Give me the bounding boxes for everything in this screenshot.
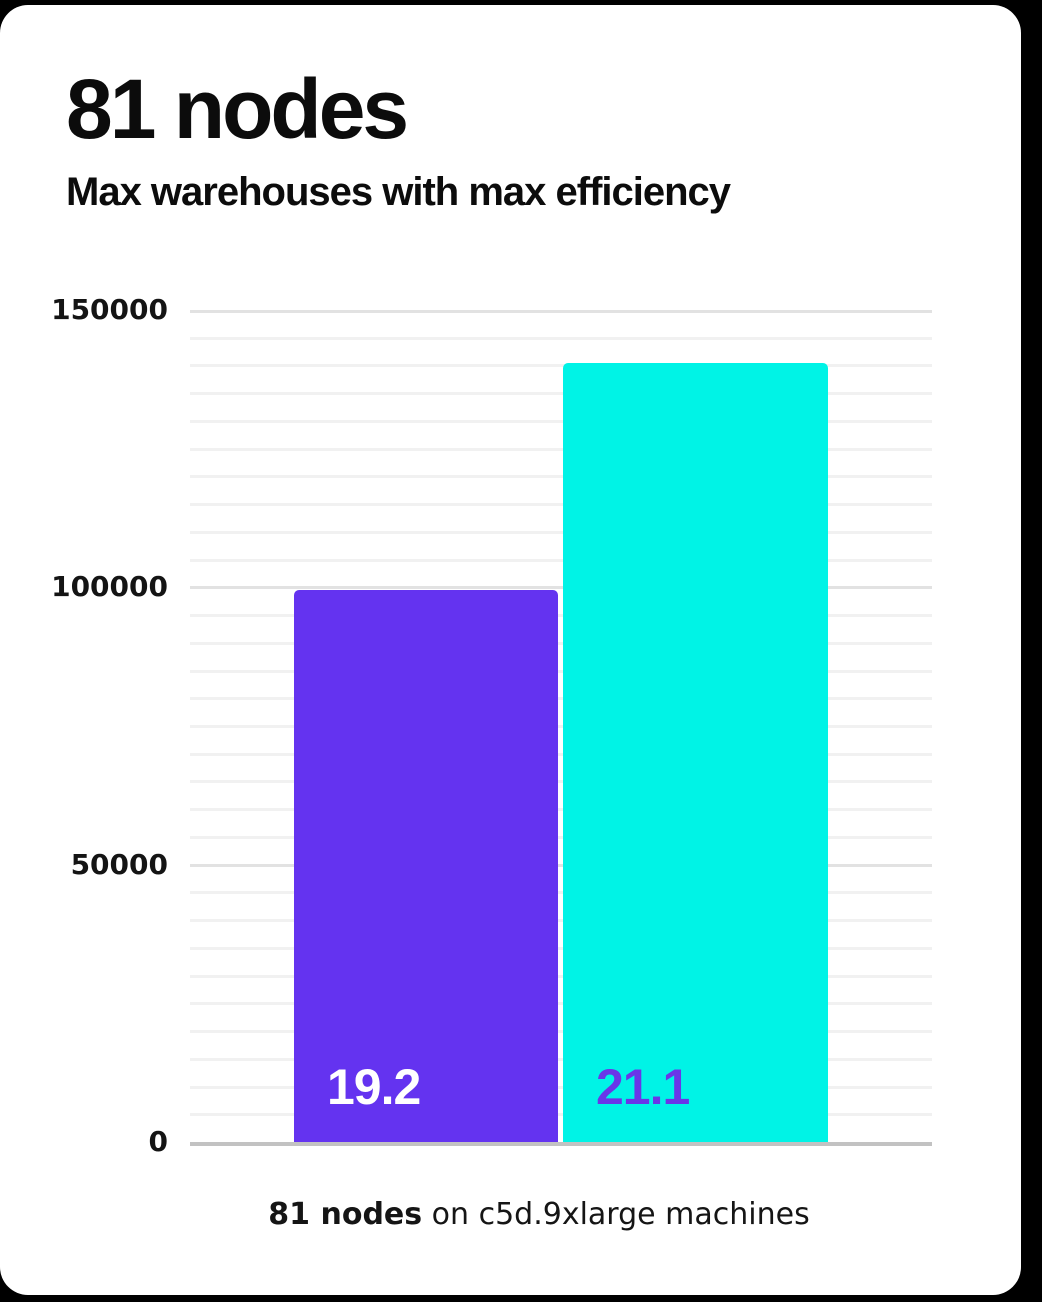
minor-gridline (190, 835, 932, 839)
major-gridline (190, 310, 932, 313)
minor-gridline (190, 1030, 932, 1034)
minor-gridline (190, 1085, 932, 1089)
page-subtitle: Max warehouses with max efficiency (66, 170, 731, 214)
minor-gridline (190, 419, 932, 423)
minor-gridline (190, 946, 932, 950)
caption-regular-text: on c5d.9xlarge machines (422, 1197, 810, 1232)
minor-gridline (190, 364, 932, 368)
y-axis-tick-label: 150000 (51, 293, 168, 326)
minor-gridline (190, 669, 932, 673)
minor-gridline (190, 475, 932, 479)
minor-gridline (190, 530, 932, 534)
bar-value-label-right-bar: 21.1 (596, 1059, 690, 1115)
minor-gridline (190, 974, 932, 978)
minor-gridline (190, 725, 932, 728)
minor-gridline (190, 641, 932, 645)
caption-bold-text: 81 nodes (268, 1197, 423, 1232)
bar-right-bar (563, 363, 828, 1142)
y-axis-tick-label: 0 (148, 1125, 168, 1158)
minor-gridline (190, 752, 932, 756)
y-axis-tick-label: 50000 (70, 847, 168, 881)
major-gridline (190, 586, 932, 590)
minor-gridline (190, 447, 932, 451)
minor-gridline (190, 614, 932, 618)
minor-gridline (190, 558, 932, 562)
minor-gridline (190, 808, 932, 812)
card: 81 nodes Max warehouses with max efficie… (0, 5, 1021, 1295)
minor-gridline (190, 919, 932, 923)
bar-left-bar (294, 590, 558, 1142)
y-axis-tick-label: 100000 (51, 570, 168, 604)
minor-gridline (190, 503, 932, 507)
minor-gridline (190, 697, 932, 701)
minor-gridline (190, 1002, 932, 1006)
minor-gridline (190, 780, 932, 784)
x-axis-line (190, 1142, 932, 1146)
minor-gridline (190, 336, 932, 340)
minor-gridline (190, 1113, 932, 1117)
page-title: 81 nodes (66, 62, 409, 156)
minor-gridline (190, 1057, 932, 1061)
minor-gridline (190, 392, 932, 396)
chart-caption: 81 nodes on c5d.9xlarge machines (149, 1197, 929, 1232)
bar-value-label-left-bar: 19.2 (327, 1059, 421, 1115)
major-gridline (190, 863, 932, 867)
bar-chart-plot-area: 19.2 21.1 (190, 310, 932, 1146)
minor-gridline (190, 891, 932, 895)
